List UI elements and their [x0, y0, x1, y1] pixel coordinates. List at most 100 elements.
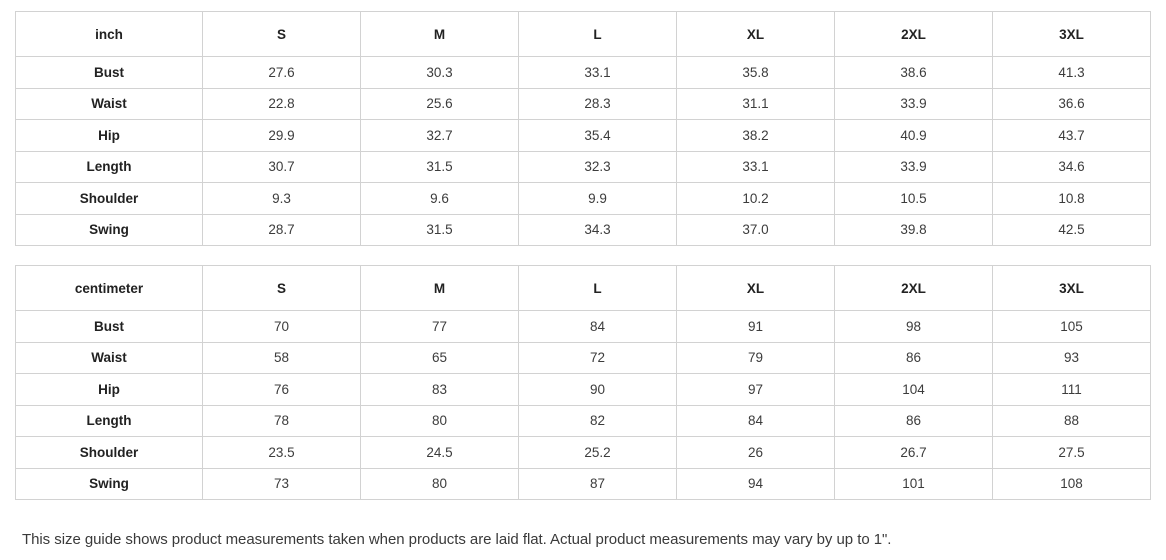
measurement-value: 33.9 [834, 87, 993, 120]
measurement-value: 83 [360, 373, 519, 406]
measurement-value: 35.8 [676, 56, 835, 89]
measurement-value: 78 [202, 404, 361, 437]
table-header-row: inch S M L XL 2XL 3XL [15, 11, 1151, 57]
measurement-value: 111 [992, 373, 1151, 406]
measurement-label: Bust [15, 56, 203, 89]
measurement-value: 36.6 [992, 87, 1151, 120]
measurement-value: 28.7 [202, 213, 361, 246]
measurement-value: 84 [518, 310, 677, 343]
measurement-value: 27.5 [992, 436, 1151, 469]
measurement-value: 80 [360, 467, 519, 500]
size-header-m: M [360, 11, 519, 57]
table-spacer [15, 246, 1150, 265]
table-row: Swing 28.7 31.5 34.3 37.0 39.8 42.5 [15, 213, 1151, 246]
size-header-3xl: 3XL [992, 265, 1151, 311]
measurement-value: 42.5 [992, 213, 1151, 246]
measurement-value: 86 [834, 404, 993, 437]
measurement-label: Hip [15, 373, 203, 406]
size-header-m: M [360, 265, 519, 311]
size-header-3xl: 3XL [992, 11, 1151, 57]
size-header-xl: XL [676, 11, 835, 57]
size-header-xl: XL [676, 265, 835, 311]
measurement-value: 37.0 [676, 213, 835, 246]
size-table-inch: inch S M L XL 2XL 3XL Bust 27.6 30.3 33.… [15, 11, 1151, 246]
measurement-label: Hip [15, 119, 203, 152]
measurement-value: 32.7 [360, 119, 519, 152]
measurement-value: 38.2 [676, 119, 835, 152]
measurement-value: 38.6 [834, 56, 993, 89]
measurement-value: 26.7 [834, 436, 993, 469]
measurement-value: 28.3 [518, 87, 677, 120]
unit-label-inch: inch [15, 11, 203, 57]
measurement-value: 35.4 [518, 119, 677, 152]
table-row: Waist 58 65 72 79 86 93 [15, 341, 1151, 374]
measurement-value: 86 [834, 341, 993, 374]
measurement-value: 39.8 [834, 213, 993, 246]
measurement-value: 40.9 [834, 119, 993, 152]
measurement-value: 80 [360, 404, 519, 437]
measurement-value: 27.6 [202, 56, 361, 89]
table-row: Length 30.7 31.5 32.3 33.1 33.9 34.6 [15, 150, 1151, 183]
measurement-value: 82 [518, 404, 677, 437]
measurement-label: Length [15, 150, 203, 183]
measurement-value: 65 [360, 341, 519, 374]
measurement-label: Swing [15, 213, 203, 246]
unit-label-centimeter: centimeter [15, 265, 203, 311]
size-table-inch-body: inch S M L XL 2XL 3XL Bust 27.6 30.3 33.… [15, 11, 1151, 246]
measurement-value: 9.6 [360, 182, 519, 215]
measurement-value: 104 [834, 373, 993, 406]
measurement-value: 30.7 [202, 150, 361, 183]
size-header-l: L [518, 11, 677, 57]
measurement-value: 22.8 [202, 87, 361, 120]
measurement-value: 9.9 [518, 182, 677, 215]
measurement-label: Swing [15, 467, 203, 500]
measurement-value: 58 [202, 341, 361, 374]
measurement-label: Shoulder [15, 436, 203, 469]
measurement-value: 77 [360, 310, 519, 343]
measurement-value: 26 [676, 436, 835, 469]
measurement-value: 76 [202, 373, 361, 406]
measurement-value: 73 [202, 467, 361, 500]
measurement-value: 97 [676, 373, 835, 406]
size-header-2xl: 2XL [834, 11, 993, 57]
measurement-value: 33.1 [518, 56, 677, 89]
size-header-2xl: 2XL [834, 265, 993, 311]
measurement-label: Bust [15, 310, 203, 343]
measurement-label: Shoulder [15, 182, 203, 215]
measurement-value: 87 [518, 467, 677, 500]
measurement-value: 79 [676, 341, 835, 374]
measurement-label: Length [15, 404, 203, 437]
table-row: Shoulder 9.3 9.6 9.9 10.2 10.5 10.8 [15, 182, 1151, 215]
size-header-l: L [518, 265, 677, 311]
measurement-value: 105 [992, 310, 1151, 343]
table-row: Shoulder 23.5 24.5 25.2 26 26.7 27.5 [15, 436, 1151, 469]
measurement-value: 30.3 [360, 56, 519, 89]
table-row: Hip 76 83 90 97 104 111 [15, 373, 1151, 406]
size-table-centimeter: centimeter S M L XL 2XL 3XL Bust 70 77 8… [15, 265, 1151, 500]
measurement-value: 34.3 [518, 213, 677, 246]
table-row: Length 78 80 82 84 86 88 [15, 404, 1151, 437]
measurement-value: 10.8 [992, 182, 1151, 215]
measurement-value: 84 [676, 404, 835, 437]
measurement-value: 23.5 [202, 436, 361, 469]
measurement-value: 24.5 [360, 436, 519, 469]
measurement-value: 31.5 [360, 150, 519, 183]
table-header-row: centimeter S M L XL 2XL 3XL [15, 265, 1151, 311]
size-table-centimeter-body: centimeter S M L XL 2XL 3XL Bust 70 77 8… [15, 265, 1151, 500]
measurement-value: 98 [834, 310, 993, 343]
measurement-value: 93 [992, 341, 1151, 374]
measurement-value: 72 [518, 341, 677, 374]
measurement-value: 29.9 [202, 119, 361, 152]
table-row: Hip 29.9 32.7 35.4 38.2 40.9 43.7 [15, 119, 1151, 152]
size-header-s: S [202, 265, 361, 311]
size-header-s: S [202, 11, 361, 57]
measurement-value: 41.3 [992, 56, 1151, 89]
measurement-value: 108 [992, 467, 1151, 500]
table-row: Waist 22.8 25.6 28.3 31.1 33.9 36.6 [15, 87, 1151, 120]
table-row: Bust 70 77 84 91 98 105 [15, 310, 1151, 343]
size-guide-footnote: This size guide shows product measuremen… [22, 531, 892, 548]
measurement-label: Waist [15, 87, 203, 120]
measurement-value: 31.1 [676, 87, 835, 120]
measurement-value: 88 [992, 404, 1151, 437]
